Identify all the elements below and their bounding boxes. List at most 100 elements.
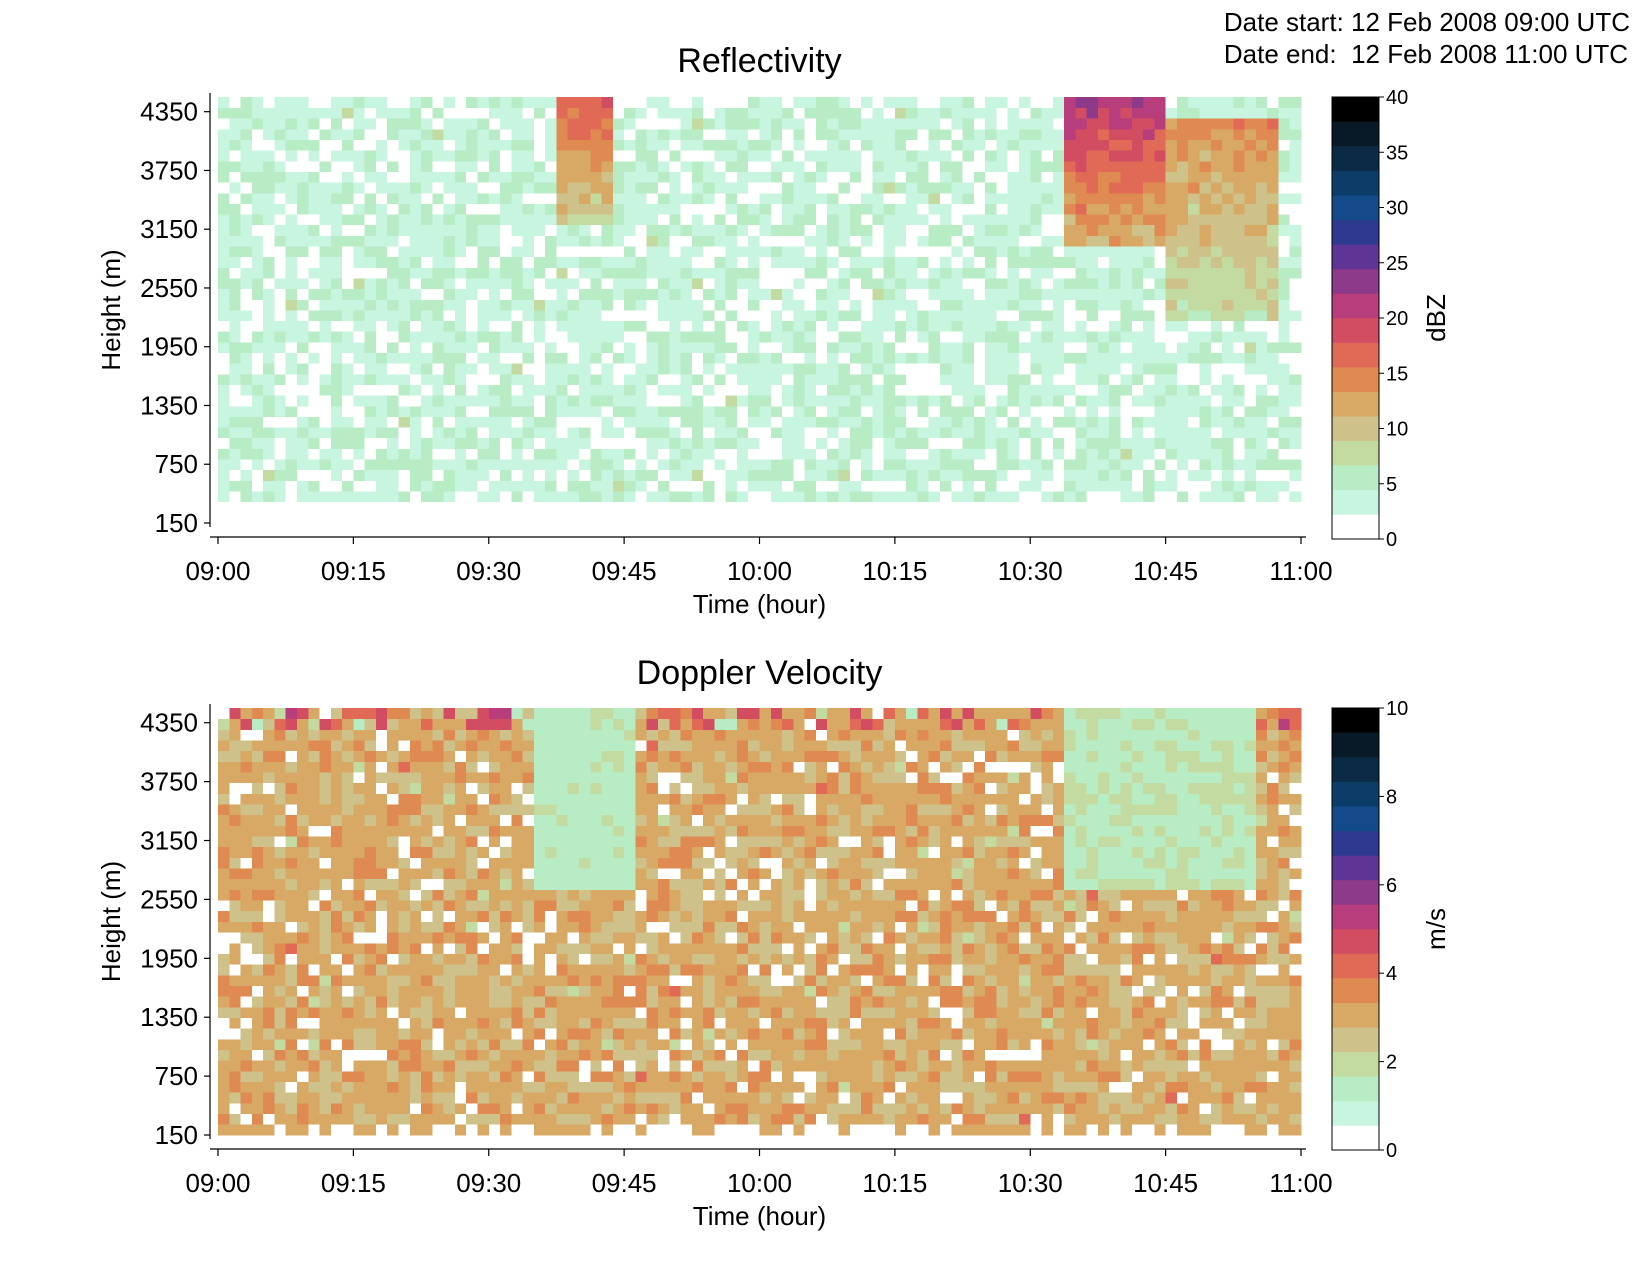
heatmap-cell [1086,118,1099,130]
heatmap-cell [736,480,749,492]
heatmap-cell [218,804,230,816]
heatmap-cell [770,331,783,343]
heatmap-cell [330,889,343,901]
heatmap-cell [522,160,535,172]
heatmap-cell [759,267,772,279]
heatmap-cell [703,171,715,183]
heatmap-cell [962,373,975,385]
heatmap-cell [1154,384,1167,396]
heatmap-cell [432,139,445,151]
heatmap-cell [725,416,738,428]
heatmap-cell [883,352,896,364]
heatmap-cell [669,160,681,172]
heatmap-cell [590,395,602,407]
heatmap-cell [1199,171,1212,183]
heatmap-cell [342,740,354,752]
heatmap-cell [951,278,963,290]
heatmap-cell [883,118,896,130]
y-tick-label: 3150 [140,214,198,244]
heatmap-cell [398,814,411,826]
heatmap-cell [680,448,693,460]
heatmap-cell [556,224,569,236]
heatmap-cell [319,1113,332,1125]
heatmap-cell [319,857,332,869]
heatmap-cell [1289,459,1302,471]
heatmap-cell [894,256,907,268]
heatmap-cell [218,256,230,268]
heatmap-cell [1030,352,1042,364]
heatmap-cell [1244,416,1257,428]
heatmap-cell [522,416,535,428]
heatmap-cell [1244,267,1257,279]
heatmap-cell [240,97,253,109]
heatmap-cell [917,427,930,439]
heatmap-cell [285,128,298,140]
heatmap-cell [1255,352,1268,364]
heatmap-cell [342,395,354,407]
heatmap-cell [567,150,580,162]
heatmap-cell [1018,395,1031,407]
heatmap-cell [353,97,366,109]
heatmap-cell [443,836,456,848]
heatmap-cell [1064,267,1076,279]
heatmap-cell [1199,256,1212,268]
heatmap-cell [985,182,997,194]
heatmap-cell [409,1028,422,1040]
heatmap-cell [725,246,738,258]
heatmap-cell [432,437,445,449]
heatmap-cell [928,246,941,258]
heatmap-cell [736,171,749,183]
heatmap-cell [872,512,884,524]
heatmap-cell [691,405,704,417]
heatmap-cell [849,139,862,151]
heatmap-cell [635,405,648,417]
heatmap-cell [251,857,264,869]
heatmap-cell [285,740,298,752]
heatmap-cell [714,459,727,471]
heatmap-cell [680,416,693,428]
heatmap-cell [319,373,332,385]
heatmap-cell [736,139,749,151]
heatmap-cell [364,363,377,375]
heatmap-cell [375,718,388,730]
heatmap-cell [894,480,907,492]
heatmap-cell [1064,405,1076,417]
heatmap-cell [1109,331,1121,343]
heatmap-cell [308,1092,320,1104]
heatmap-cell [533,246,546,258]
heatmap-cell [883,171,896,183]
heatmap-cell [556,459,569,471]
heatmap-cell [590,150,602,162]
heatmap-cell [1018,267,1031,279]
heatmap-cell [488,921,501,933]
heatmap-cell [906,118,918,130]
heatmap-cell [612,427,625,439]
heatmap-cell [624,512,636,524]
heatmap-cell [872,203,884,215]
heatmap-cell [635,501,648,513]
heatmap-cell [1222,512,1234,524]
heatmap-cell [872,437,884,449]
heatmap-cell [330,192,343,204]
heatmap-cell [985,405,997,417]
heatmap-cell [421,512,433,524]
heatmap-cell [443,320,456,332]
heatmap-cell [454,405,467,417]
heatmap-cell [285,750,298,762]
heatmap-cell [883,448,896,460]
heatmap-cell [680,310,693,322]
heatmap-cell [443,793,456,805]
heatmap-cell [511,97,523,109]
heatmap-cell [533,278,546,290]
heatmap-cell [1097,427,1110,439]
heatmap-cell [1165,235,1178,247]
heatmap-cell [466,448,478,460]
heatmap-cell [251,782,264,794]
heatmap-cell [1222,395,1234,407]
heatmap-cell [1109,320,1121,332]
heatmap-cell [274,139,287,151]
heatmap-cell [894,459,907,471]
heatmap-cell [375,740,388,752]
heatmap-cell [308,814,320,826]
heatmap-cell [296,160,309,172]
